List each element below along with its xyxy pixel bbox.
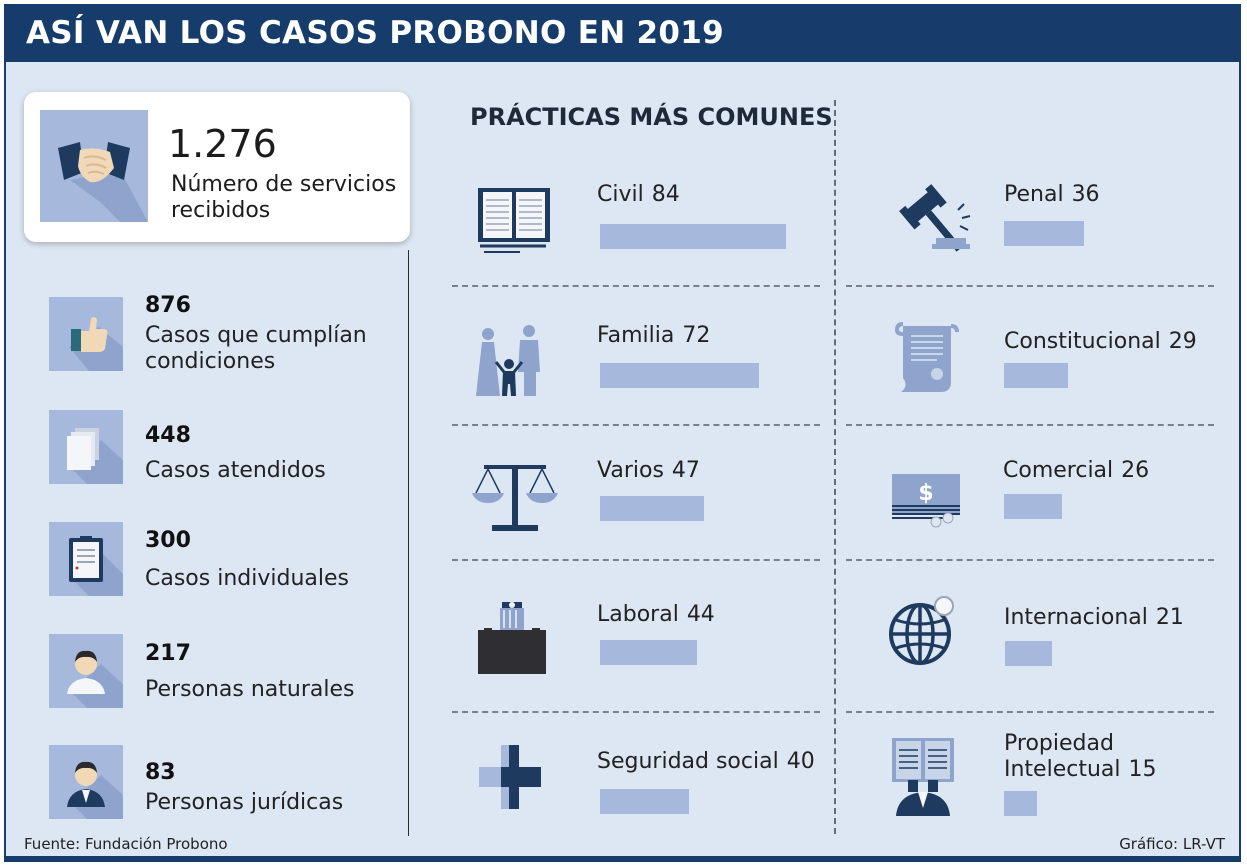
row-separator: [452, 711, 820, 713]
globe-icon: [886, 594, 960, 672]
category-value: 72: [682, 323, 711, 348]
svg-text:$: $: [918, 481, 933, 506]
category-label: Civil 84: [597, 182, 680, 208]
category-name: Varios: [597, 458, 664, 483]
chart-title: PRÁCTICAS MÁS COMUNES: [470, 103, 833, 131]
thumbs-up-icon: [49, 297, 123, 371]
clipboard-icon: [49, 522, 123, 596]
category-label: Penal 36: [1004, 182, 1100, 208]
briefcase-icon: [476, 598, 548, 682]
stat-number: 300: [145, 528, 191, 553]
scales-icon: [470, 461, 560, 541]
scroll-icon: [893, 318, 959, 400]
stat-number: 448: [145, 423, 191, 448]
stat-label: Casos que cumplían condiciones: [145, 323, 367, 374]
category-value: 84: [651, 182, 680, 207]
category-value: 44: [686, 602, 715, 627]
category-label-line: Intelectual 15: [1004, 757, 1157, 782]
stat-label: Personas jurídicas: [145, 790, 344, 815]
category-label: Comercial 26: [1003, 458, 1149, 484]
stat-label: Personas naturales: [145, 677, 355, 702]
row-separator: [846, 559, 1214, 561]
source-note: Fuente: Fundación Probono: [24, 835, 228, 853]
category-value: 36: [1071, 182, 1100, 207]
bar: [1004, 494, 1062, 519]
hero-card: 1.276 Número de servicios recibidos: [24, 92, 410, 242]
bar: [600, 640, 697, 665]
category-value: 40: [786, 749, 815, 774]
stat-number: 217: [145, 641, 191, 666]
row-separator: [846, 285, 1214, 287]
category-value: 15: [1128, 757, 1157, 782]
category-label: Varios 47: [597, 458, 700, 484]
row-separator: [846, 424, 1214, 426]
gavel-icon: [884, 182, 974, 258]
row-separator: [846, 711, 1214, 713]
center-divider: [834, 100, 836, 834]
category-value: 21: [1155, 605, 1184, 630]
left-divider: [408, 250, 409, 836]
stat-label: Casos atendidos: [145, 458, 326, 483]
category-name: Internacional: [1004, 605, 1148, 630]
category-name: Constitucional: [1004, 329, 1161, 354]
stat-number: 876: [145, 293, 191, 318]
bar: [600, 224, 786, 249]
family-icon: [472, 324, 548, 404]
category-name: Penal: [1004, 182, 1064, 207]
book-icon: [474, 184, 554, 264]
category-value: 26: [1121, 458, 1150, 483]
bar: [1004, 221, 1084, 246]
handshake-icon: [40, 110, 148, 222]
medical-cross-icon: [477, 743, 543, 815]
category-label: Familia 72: [597, 323, 710, 349]
category-value: 47: [671, 458, 700, 483]
person-icon: [49, 634, 123, 708]
category-label: Laboral 44: [597, 602, 715, 628]
category-name: Familia: [597, 323, 675, 348]
bar: [600, 789, 689, 814]
category-name: Civil: [597, 182, 644, 207]
category-name: Laboral: [597, 602, 679, 627]
bar: [600, 363, 759, 388]
documents-icon: [49, 410, 123, 484]
category-name: Comercial: [1003, 458, 1114, 483]
bar: [1004, 791, 1037, 816]
open-book-person-icon: [890, 736, 956, 822]
bar: [1004, 363, 1068, 388]
bar: [1005, 641, 1052, 666]
category-label: Propiedad Intelectual 15: [1004, 731, 1157, 783]
money-icon: $: [890, 472, 962, 534]
category-label: Constitucional 29: [1004, 329, 1197, 355]
credit-note: Gráfico: LR-VT: [1119, 835, 1225, 853]
bottom-bar: [4, 856, 1241, 862]
row-separator: [452, 285, 820, 287]
business-person-icon: [49, 745, 123, 819]
stat-number: 83: [145, 760, 176, 785]
category-label: Seguridad social 40: [597, 749, 815, 775]
category-label: Internacional 21: [1004, 605, 1184, 631]
header-bar: ASÍ VAN LOS CASOS PROBONO EN 2019: [4, 4, 1241, 62]
category-value: 29: [1168, 329, 1197, 354]
category-name: Seguridad social: [597, 749, 779, 774]
page-title: ASÍ VAN LOS CASOS PROBONO EN 2019: [26, 15, 725, 51]
hero-label: Número de servicios recibidos: [171, 172, 397, 223]
bar: [600, 496, 704, 521]
row-separator: [452, 424, 820, 426]
category-label-line: Propiedad: [1004, 731, 1114, 756]
row-separator: [452, 559, 820, 561]
stat-label: Casos individuales: [145, 566, 349, 591]
hero-number: 1.276: [168, 122, 277, 166]
